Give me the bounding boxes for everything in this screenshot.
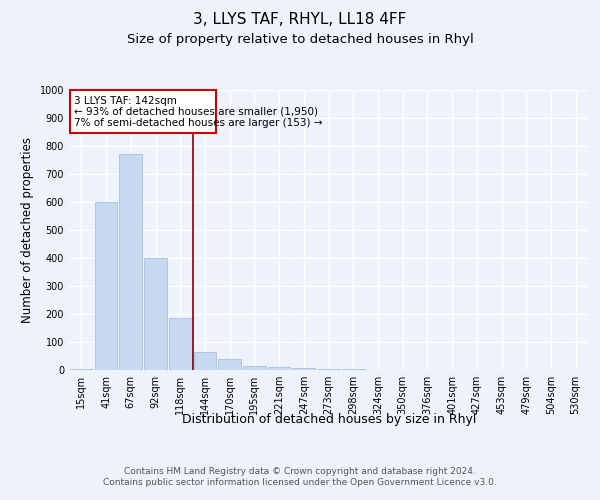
Bar — [194, 352, 216, 370]
Bar — [95, 202, 118, 370]
Text: Size of property relative to detached houses in Rhyl: Size of property relative to detached ho… — [127, 32, 473, 46]
Bar — [292, 368, 315, 370]
Text: ← 93% of detached houses are smaller (1,950): ← 93% of detached houses are smaller (1,… — [74, 106, 318, 117]
Bar — [243, 366, 266, 370]
Bar — [317, 369, 340, 370]
Bar — [144, 258, 167, 370]
Text: Distribution of detached houses by size in Rhyl: Distribution of detached houses by size … — [182, 412, 476, 426]
Text: 3, LLYS TAF, RHYL, LL18 4FF: 3, LLYS TAF, RHYL, LL18 4FF — [193, 12, 407, 28]
Bar — [218, 359, 241, 370]
Bar — [268, 367, 290, 370]
Bar — [70, 90, 216, 133]
Text: Contains HM Land Registry data © Crown copyright and database right 2024.
Contai: Contains HM Land Registry data © Crown c… — [103, 468, 497, 487]
Y-axis label: Number of detached properties: Number of detached properties — [21, 137, 34, 323]
Bar — [119, 154, 142, 370]
Bar — [169, 318, 191, 370]
Bar — [70, 368, 93, 370]
Text: 3 LLYS TAF: 142sqm: 3 LLYS TAF: 142sqm — [74, 96, 177, 106]
Text: 7% of semi-detached houses are larger (153) →: 7% of semi-detached houses are larger (1… — [74, 118, 322, 128]
